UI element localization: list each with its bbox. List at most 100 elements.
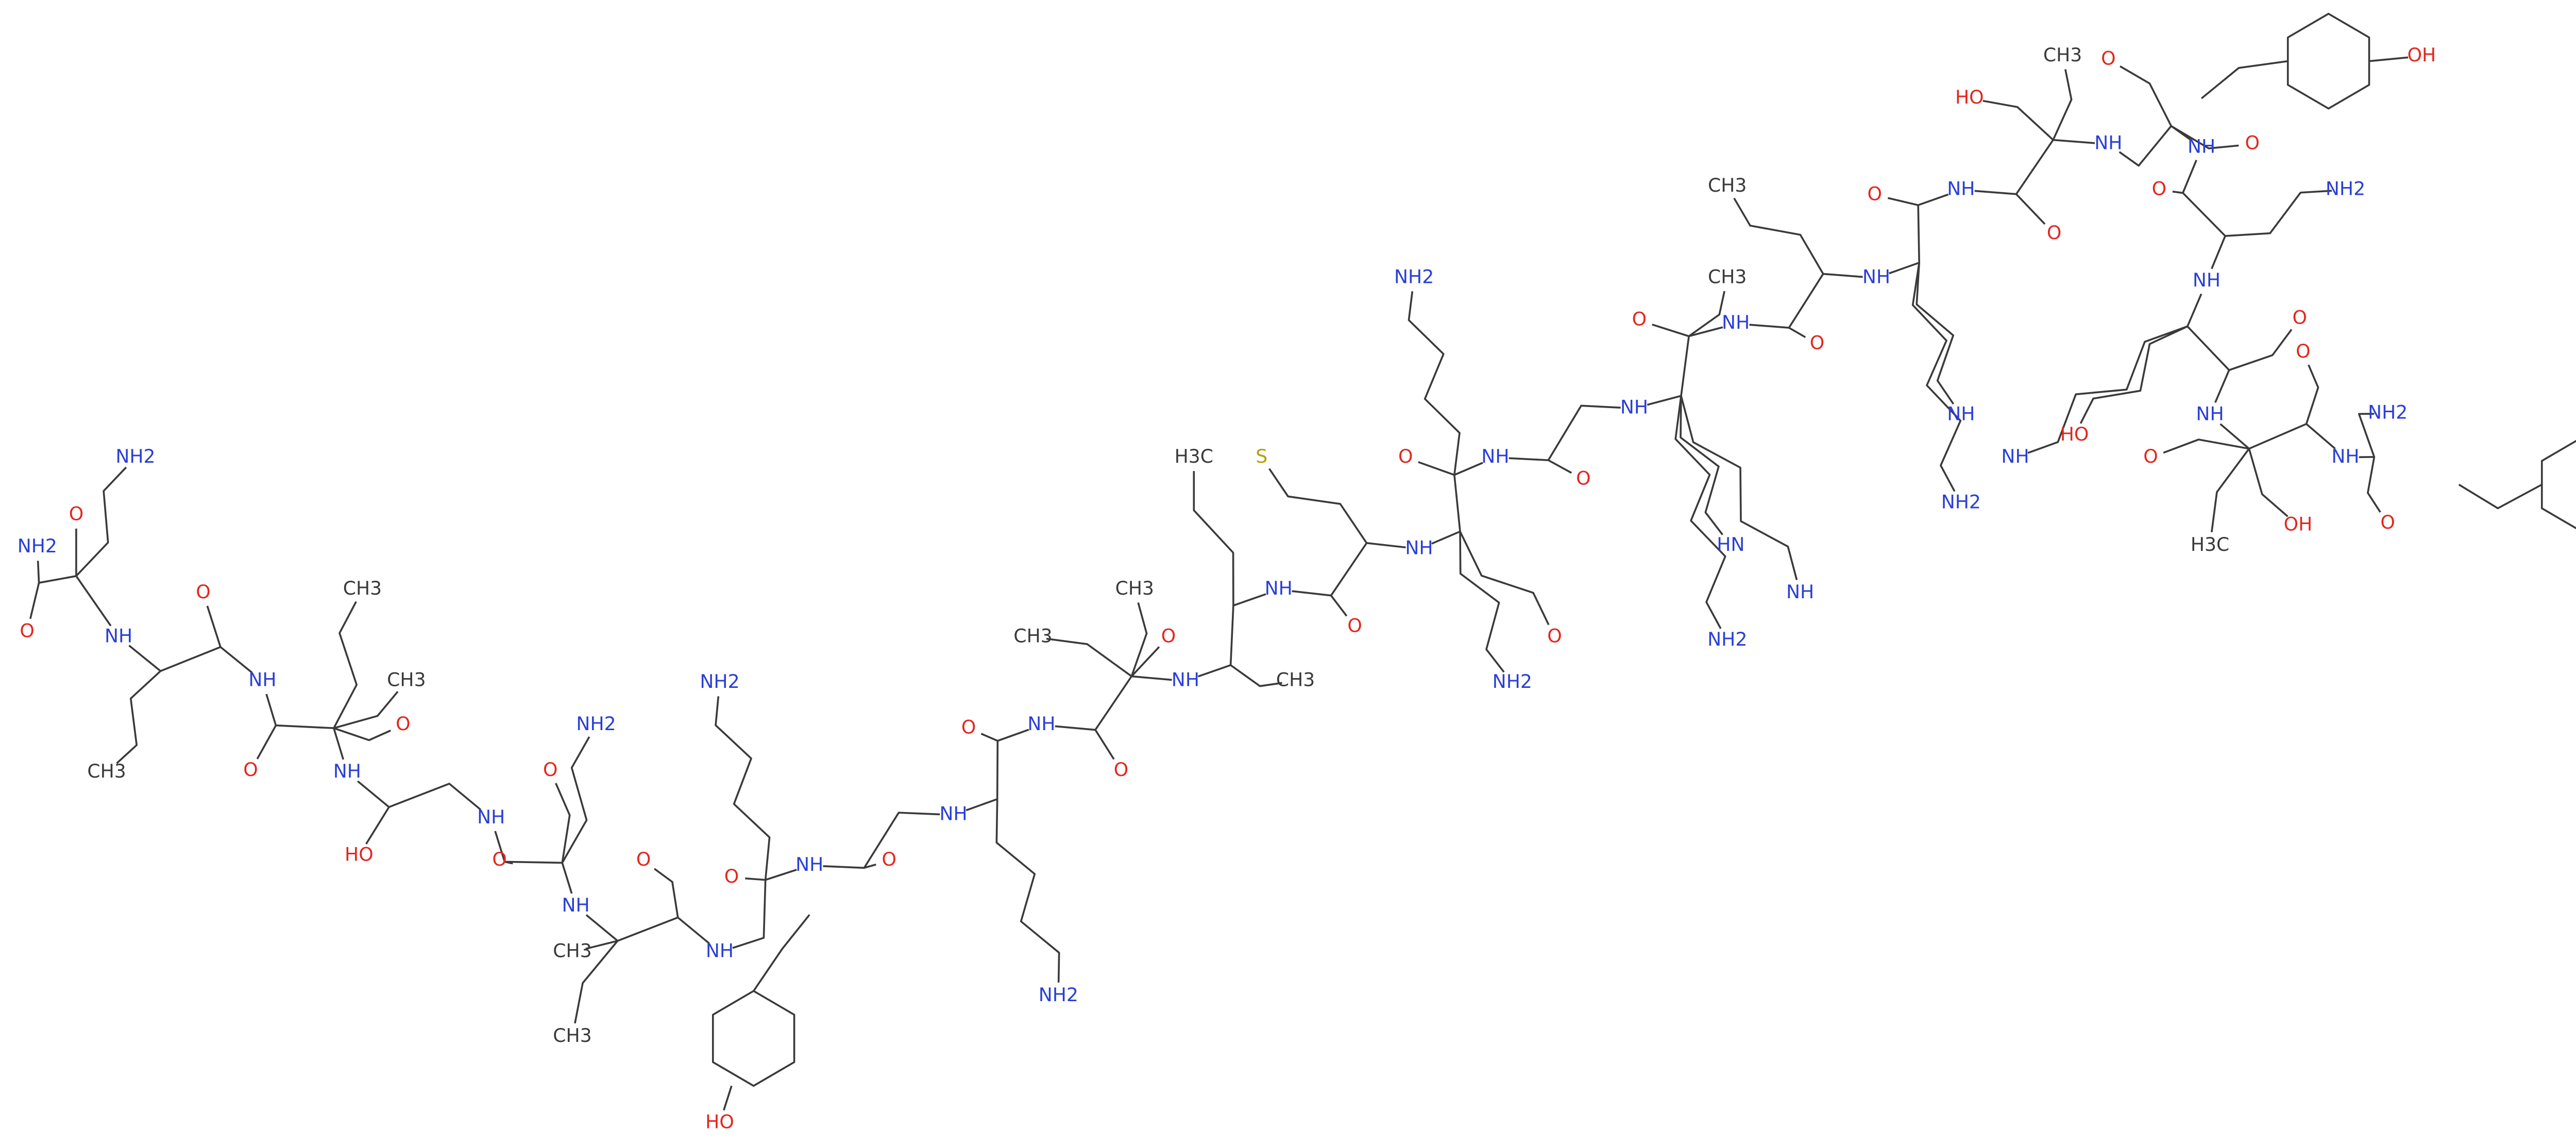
bond (561, 736, 590, 864)
atom-label: NH (795, 853, 823, 875)
atom-label: O (1867, 182, 1882, 205)
atom-label: NH (939, 802, 967, 824)
atom-label: CH3 (1115, 577, 1154, 599)
bond (2172, 190, 2183, 194)
bond (2186, 293, 2230, 403)
atom-label: HO (345, 843, 374, 865)
atom-label: CH3 (2043, 44, 2082, 66)
atom-label: HO (2060, 423, 2089, 445)
bond (2225, 190, 2332, 237)
bond (2248, 448, 2289, 517)
bonds (29, 12, 2576, 1111)
bond (1230, 664, 1282, 687)
bond (1408, 291, 1461, 475)
bond (1330, 595, 1348, 617)
atom-label: O (636, 848, 651, 870)
bond (256, 724, 277, 760)
atom-label: NH2 (700, 670, 739, 693)
bond (995, 799, 1060, 983)
atom-label: CH3 (553, 940, 591, 962)
bond (1094, 729, 1115, 760)
atom-label: NH (706, 940, 734, 962)
bond (116, 670, 161, 764)
bond (1459, 531, 1505, 673)
atom-label: O (1810, 332, 1824, 354)
atom-label: O (2143, 445, 2158, 467)
atom-label: NH2 (1941, 491, 1981, 513)
bond (1887, 197, 1919, 206)
atom-label: O (2152, 177, 2166, 199)
bond (206, 605, 222, 648)
bond (1916, 262, 1955, 404)
atom-labels: NH2 O NH2 O NH O CH3 CH3 CH3 NH O NH O H… (18, 44, 2436, 1133)
bond (1652, 324, 1689, 338)
atom-label: O (1398, 445, 1413, 467)
atom-label: O (2047, 222, 2061, 244)
ring (2540, 440, 2576, 530)
atom-label: NH (2001, 445, 2029, 467)
atom-label: NH (477, 806, 505, 828)
bond (1680, 395, 1798, 580)
atom-label: NH (2193, 269, 2221, 291)
bond (1674, 395, 1726, 629)
atom-label: NH2 (1493, 670, 1532, 693)
atom-label: O (2296, 340, 2310, 362)
bond (732, 869, 797, 949)
bond (823, 812, 940, 869)
atom-label: HN (1717, 533, 1744, 555)
atom-label: CH3 (553, 1024, 591, 1047)
atom-label: CH3 (1708, 174, 1747, 196)
bond (1268, 468, 1368, 544)
atom-label: O (196, 581, 210, 603)
bond (1680, 396, 1723, 535)
bond (1055, 675, 1172, 731)
atom-label: NH2 (1039, 984, 1078, 1006)
atom-label: O (1576, 467, 1590, 490)
atom-label: O (396, 713, 410, 735)
bond (1418, 461, 1455, 476)
atom-label: NH (1620, 396, 1648, 418)
ring (712, 990, 795, 1087)
bond (753, 914, 810, 992)
bond (1197, 593, 1266, 678)
bond (2182, 159, 2226, 269)
bond (2200, 60, 2288, 99)
bond (1193, 471, 1234, 606)
bond (1130, 602, 1148, 677)
bond (333, 727, 392, 741)
atom-label: O (1114, 758, 1128, 781)
bond (965, 729, 1029, 812)
bond (2458, 483, 2543, 510)
bond (715, 696, 771, 880)
bond (2015, 193, 2046, 225)
bond (1548, 459, 1572, 474)
bond (1889, 193, 1949, 275)
atom-label: NH (1786, 581, 1814, 603)
atom-label: NH (1862, 265, 1890, 288)
bond (2079, 325, 2188, 424)
atom-label: NH2 (1394, 265, 1434, 288)
bond (1733, 197, 1824, 275)
atom-label: O (543, 758, 557, 781)
bond (265, 694, 345, 760)
atom-label: NH (1027, 713, 1055, 735)
bond (1788, 327, 1806, 339)
bond (2211, 448, 2250, 533)
bond (585, 940, 618, 950)
bond (2052, 69, 2073, 141)
atom-label: CH3 (343, 577, 382, 599)
atom-label: NH (1405, 536, 1433, 559)
atom-label: NH (562, 894, 589, 916)
bond (980, 733, 998, 742)
atom-label: NH (2188, 135, 2215, 157)
bond (1431, 462, 1483, 545)
bond (128, 645, 253, 673)
atom-label: CH3 (387, 669, 426, 691)
atom-label: O (1161, 625, 1176, 647)
atom-label: O (2380, 511, 2395, 533)
bond (2119, 125, 2191, 167)
bond (1911, 262, 1962, 492)
bond (2369, 56, 2409, 62)
bond (1292, 542, 1406, 597)
